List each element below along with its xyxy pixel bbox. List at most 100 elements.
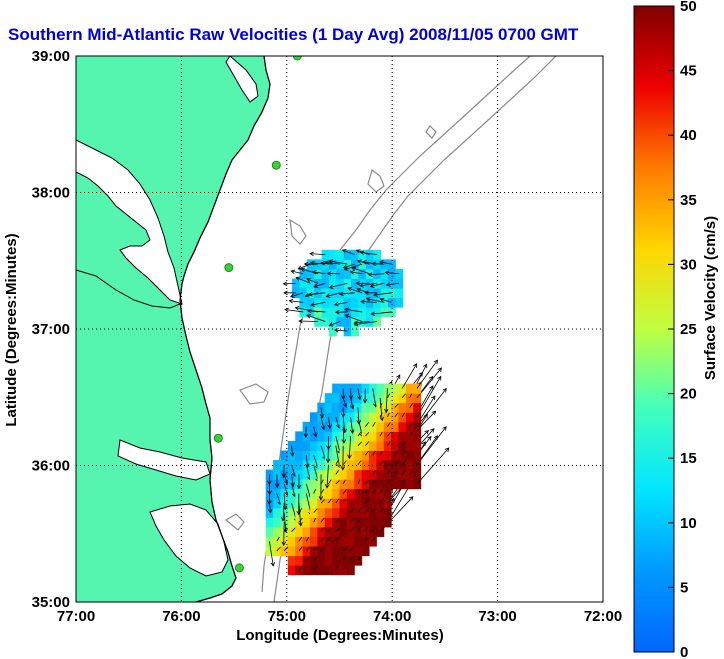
velocity-cell [273,546,281,557]
velocity-cell [314,268,323,279]
velocity-vector [344,308,363,313]
velocity-cell [373,316,382,327]
velocity-cell [398,460,407,471]
velocity-vector [370,282,385,287]
velocity-arrowhead [338,291,344,297]
velocity-cell [351,268,359,279]
velocity-cell [321,307,330,318]
velocity-cell [361,393,370,404]
velocity-cell [280,450,289,461]
velocity-cell [302,507,311,518]
radar-station-marker [213,433,223,443]
velocity-cell [369,517,377,528]
velocity-cell [391,460,400,471]
velocity-cell [324,469,333,480]
velocity-cell [413,431,422,442]
velocity-arrowhead [365,296,371,302]
velocity-arrowhead [309,260,315,266]
velocity-arrowhead [408,496,414,501]
velocity-vector [368,273,385,276]
velocity-cell [413,469,422,480]
velocity-cell [354,546,363,557]
velocity-cell [295,431,304,442]
velocity-cell [413,450,422,461]
velocity-cell [321,249,330,260]
y-axis-label: Latitude (Degrees:Minutes) [3,233,20,426]
velocity-cell [383,469,392,480]
velocity-vector [371,311,392,315]
velocity-arrowhead [364,290,369,296]
velocity-arrowhead [318,496,324,501]
velocity-cell [324,479,333,490]
velocity-cell [361,469,370,480]
velocity-cell [383,421,392,432]
velocity-cell [273,507,281,518]
velocity-cell [365,259,374,270]
velocity-arrowhead [311,270,317,275]
velocity-vector [283,483,288,496]
velocity-vector [360,251,377,256]
velocity-cell [321,259,330,270]
velocity-vector [320,416,325,430]
velocity-cell [380,307,389,318]
velocity-arrowhead [303,433,309,439]
velocity-cell [413,383,422,394]
velocity-cell [358,259,367,270]
velocity-cell [324,536,333,547]
velocity-vector [379,397,383,421]
velocity-cell [339,460,348,471]
colorbar-ticks: 0 5 10 15 20 25 30 35 40 45 50 [668,0,697,659]
velocity-cell [369,421,377,432]
velocity-cell [343,278,352,289]
velocity-cell [354,498,363,509]
velocity-arrowhead [367,272,373,277]
radar-station-marker [271,160,281,170]
velocity-vector [350,271,363,275]
velocity-arrowhead [362,398,368,404]
velocity-cell [287,546,296,557]
velocity-cell [336,278,345,289]
velocity-arrowhead [359,250,365,255]
y-tick-label: 37:00 [32,321,70,338]
velocity-cell [354,517,363,528]
colorbar-tick-label: 50 [680,0,697,15]
x-tick-label: 72:00 [584,608,622,625]
colorbar-tick-label: 0 [680,644,688,659]
velocity-cell [328,297,337,308]
velocity-vector [344,314,363,322]
velocity-cell [398,479,407,490]
velocity-arrowhead [296,484,302,490]
velocity-arrowhead [320,425,326,431]
velocity-cell [317,498,326,509]
velocity-cell [380,278,389,289]
velocity-arrowhead [295,276,301,281]
velocity-cell [324,402,333,413]
velocity-cell [309,565,318,576]
velocity-cell [383,393,392,404]
velocity-vector [291,464,296,477]
velocity-arrowhead [307,292,313,297]
velocity-arrowhead [267,508,273,514]
velocity-cell [369,507,377,518]
velocity-cell [361,479,370,490]
velocity-cell [339,565,348,576]
colorbar-tick-label: 30 [680,256,697,273]
velocity-vector [326,292,341,297]
colorbar-tick-label: 15 [680,450,697,467]
x-tick-labels: 77:00 76:00 75:00 74:00 73:00 72:00 [57,608,622,625]
velocity-cell [413,460,422,471]
velocity-cell [317,460,326,471]
velocity-cell [351,307,359,318]
velocity-cell [391,479,400,490]
velocity-arrowhead [351,266,357,272]
velocity-vector [283,464,285,478]
velocity-cell [387,288,396,299]
velocity-cell [405,450,414,461]
velocity-cell [280,546,289,557]
velocity-vector [342,426,345,443]
velocity-cell [332,402,340,413]
velocity-cell [354,469,363,480]
velocity-vector [359,282,377,287]
velocity-cell [309,431,318,442]
velocity-cell [346,546,355,557]
